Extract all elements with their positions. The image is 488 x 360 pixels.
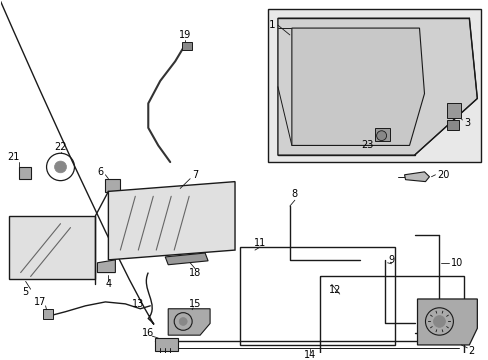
- Text: 19: 19: [179, 30, 191, 40]
- Text: 22: 22: [54, 143, 67, 152]
- Text: 23: 23: [361, 140, 373, 150]
- Polygon shape: [417, 299, 476, 345]
- Text: 6: 6: [97, 167, 103, 177]
- Circle shape: [55, 161, 66, 173]
- Polygon shape: [291, 28, 424, 145]
- Text: 3: 3: [463, 118, 469, 128]
- Text: 10: 10: [450, 258, 463, 268]
- Polygon shape: [447, 103, 461, 118]
- Text: 9: 9: [388, 255, 394, 265]
- Text: 16: 16: [142, 328, 154, 338]
- Polygon shape: [182, 42, 192, 50]
- Text: 12: 12: [328, 285, 340, 295]
- Polygon shape: [277, 18, 476, 155]
- Text: 14: 14: [303, 350, 315, 360]
- Text: 2: 2: [468, 346, 473, 356]
- Polygon shape: [168, 309, 210, 335]
- Circle shape: [179, 318, 187, 325]
- Text: 18: 18: [189, 267, 201, 278]
- Polygon shape: [105, 179, 120, 192]
- Circle shape: [432, 316, 445, 327]
- Text: 21: 21: [7, 152, 20, 162]
- Polygon shape: [165, 253, 208, 265]
- Polygon shape: [374, 128, 389, 140]
- Text: 20: 20: [436, 170, 448, 180]
- Polygon shape: [97, 260, 115, 273]
- Text: 11: 11: [253, 238, 265, 248]
- Polygon shape: [267, 9, 480, 162]
- Polygon shape: [447, 120, 458, 130]
- Polygon shape: [42, 309, 52, 319]
- Polygon shape: [155, 338, 178, 351]
- Polygon shape: [404, 172, 428, 181]
- Polygon shape: [108, 181, 235, 260]
- Text: 4: 4: [105, 279, 111, 289]
- Text: 5: 5: [22, 287, 29, 297]
- Text: 15: 15: [188, 299, 201, 309]
- Text: 1: 1: [268, 20, 275, 30]
- Polygon shape: [19, 167, 31, 179]
- Text: 13: 13: [132, 299, 144, 309]
- Text: 17: 17: [34, 297, 47, 307]
- Text: 8: 8: [291, 189, 297, 199]
- Text: 7: 7: [192, 170, 198, 180]
- Circle shape: [376, 131, 386, 140]
- Polygon shape: [9, 216, 95, 279]
